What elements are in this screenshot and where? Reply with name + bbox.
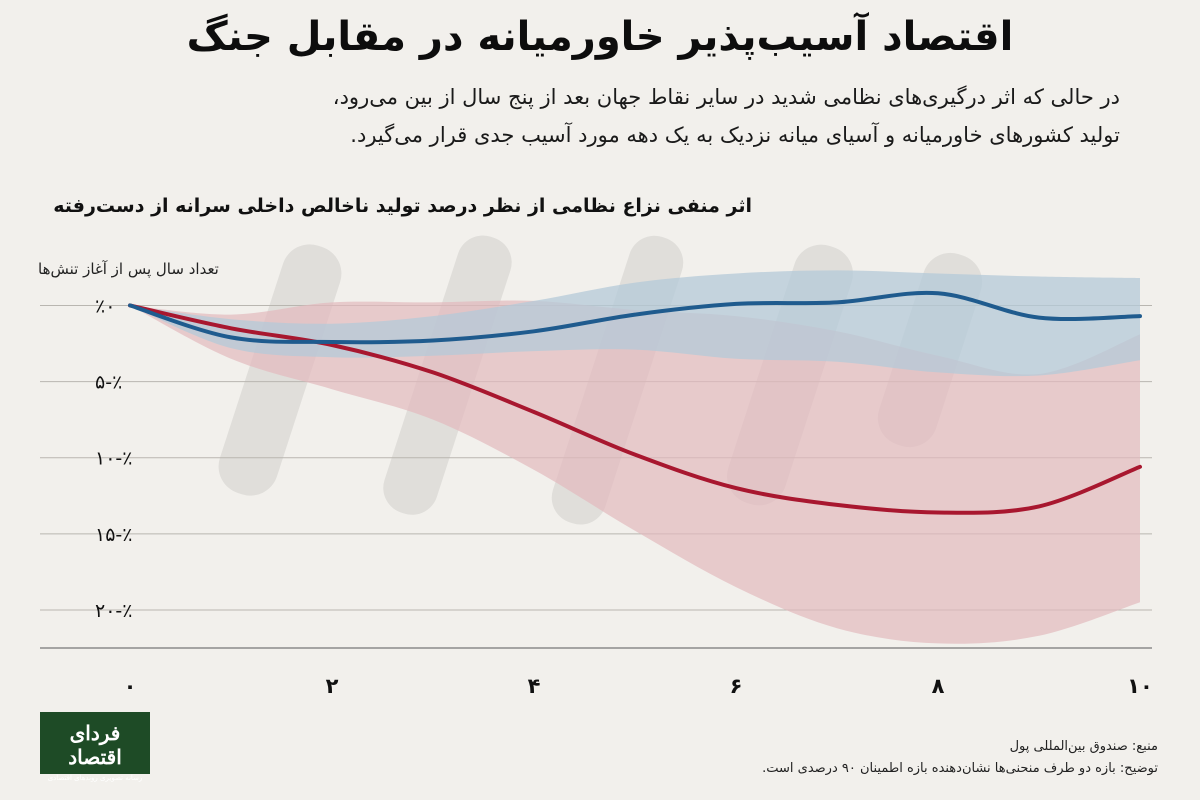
x-tick-label: ۲ <box>326 674 339 698</box>
subtitle-line: در حالی که اثر درگیری‌های نظامی شدید در … <box>332 85 1120 109</box>
x-tick-label: ۰ <box>124 674 137 698</box>
y-tick-label: ٪۰ <box>95 295 115 317</box>
series-line <box>128 290 1142 345</box>
chart-title: اثر منفی نزاع نظامی از نظر درصد تولید نا… <box>53 195 752 217</box>
y-tick-label: ٪-۵ <box>95 372 122 394</box>
x-tick-label: ۱۰ <box>1127 674 1153 698</box>
x-axis-label: تعداد سال پس از آغاز تنش‌ها <box>38 260 219 278</box>
x-tick-label: ۶ <box>730 674 743 698</box>
series-line <box>128 303 1142 515</box>
logo-name: فردای اقتصاد <box>68 721 122 769</box>
chart-footer: منبع: صندوق بین‌المللی پول توضیح: بازه د… <box>762 736 1158 780</box>
confidence-band <box>130 300 1140 644</box>
brand-logo: فردای اقتصاد رسانه تصویری روندهای اقتصاد… <box>40 712 150 782</box>
x-tick-label: ۸ <box>932 674 945 698</box>
y-tick-label: ٪-۲۰ <box>95 600 132 622</box>
x-tick-label: ۴ <box>528 674 541 698</box>
y-tick-label: ٪-۱۵ <box>95 524 132 546</box>
logo-tagline: رسانه تصویری روندهای اقتصادی <box>47 774 143 782</box>
note-text: توضیح: بازه دو طرف منحنی‌ها نشان‌دهنده ب… <box>762 761 1158 776</box>
y-tick-label: ٪-۱۰ <box>95 448 132 470</box>
source-text: منبع: صندوق بین‌المللی پول <box>1009 739 1158 754</box>
subtitle: در حالی که اثر درگیری‌های نظامی شدید در … <box>80 78 1120 154</box>
page-title: اقتصاد آسیب‌پذیر خاورمیانه در مقابل جنگ <box>186 14 1014 60</box>
subtitle-line: تولید کشورهای خاورمیانه و آسیای میانه نز… <box>350 123 1120 147</box>
